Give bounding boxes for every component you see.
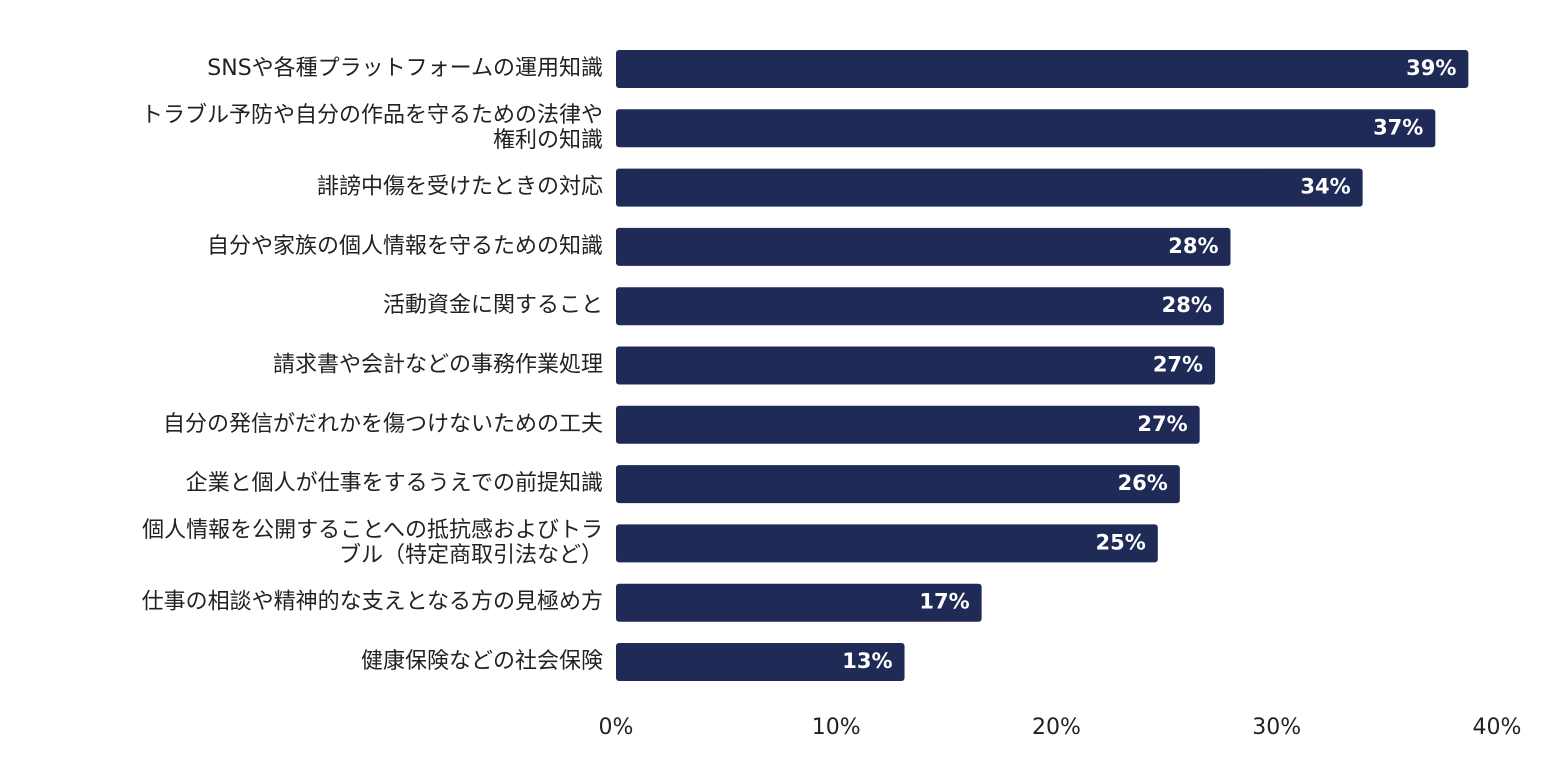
x-tick-label: 20% <box>1032 715 1081 740</box>
y-tick-label: 個人情報を公開することへの抵抗感およびトラブル（特定商取引法など） <box>142 518 603 568</box>
label-line: 自分や家族の個人情報を守るための知識 <box>207 234 603 259</box>
y-tick-label: 請求書や会計などの事務作業処理 <box>273 353 603 378</box>
label-line: 個人情報を公開することへの抵抗感およびトラ <box>142 518 603 543</box>
value-label: 26% <box>1118 471 1168 495</box>
y-tick-label: SNSや各種プラットフォームの運用知識 <box>207 56 603 81</box>
bar <box>616 405 1200 444</box>
value-label: 28% <box>1162 293 1212 317</box>
label-line: トラブル予防や自分の作品を守るための法律や <box>141 103 603 128</box>
value-label: 27% <box>1137 412 1187 436</box>
x-tick-label: 30% <box>1252 715 1301 740</box>
bar <box>616 643 905 681</box>
label-line: SNSや各種プラットフォームの運用知識 <box>207 56 603 81</box>
x-tick-label: 10% <box>812 715 861 740</box>
label-line: 健康保険などの社会保険 <box>361 649 603 674</box>
y-tick-label: トラブル予防や自分の作品を守るための法律や権利の知識 <box>141 103 603 153</box>
label-line: 仕事の相談や精神的な支えとなる方の見極め方 <box>142 590 603 615</box>
y-tick-label: 健康保険などの社会保険 <box>361 649 603 674</box>
y-tick-label: 企業と個人が仕事をするうえでの前提知識 <box>186 471 603 496</box>
y-tick-label: 自分の発信がだれかを傷つけないための工夫 <box>163 412 603 437</box>
bar <box>616 109 1436 148</box>
label-line: ブル（特定商取引法など） <box>339 543 603 568</box>
value-label: 13% <box>842 649 892 673</box>
y-tick-label: 誹謗中傷を受けたときの対応 <box>317 175 603 200</box>
bar <box>616 346 1216 385</box>
label-line: 権利の知識 <box>493 128 603 153</box>
bar <box>616 50 1469 88</box>
bar <box>616 524 1158 563</box>
label-line: 企業と個人が仕事をするうえでの前提知識 <box>186 471 603 496</box>
bar <box>616 287 1224 326</box>
bar <box>616 168 1363 207</box>
label-line: 誹謗中傷を受けたときの対応 <box>317 175 603 200</box>
value-label: 39% <box>1406 56 1456 80</box>
value-label: 17% <box>919 590 969 614</box>
label-line: 自分の発信がだれかを傷つけないための工夫 <box>163 412 603 437</box>
y-tick-label: 活動資金に関すること <box>383 293 603 318</box>
value-label: 34% <box>1300 175 1350 199</box>
value-label: 28% <box>1168 234 1218 258</box>
y-tick-label: 仕事の相談や精神的な支えとなる方の見極め方 <box>142 590 603 615</box>
label-line: 活動資金に関すること <box>383 293 603 318</box>
bar <box>616 583 982 622</box>
bar <box>616 227 1231 266</box>
y-tick-label: 自分や家族の個人情報を守るための知識 <box>207 234 603 259</box>
bar <box>616 465 1180 504</box>
x-tick-label: 40% <box>1473 715 1522 740</box>
x-tick-label: 0% <box>599 715 634 740</box>
label-line: 請求書や会計などの事務作業処理 <box>273 353 603 378</box>
value-label: 37% <box>1373 115 1423 139</box>
value-label: 25% <box>1096 530 1146 554</box>
value-label: 27% <box>1153 353 1203 377</box>
